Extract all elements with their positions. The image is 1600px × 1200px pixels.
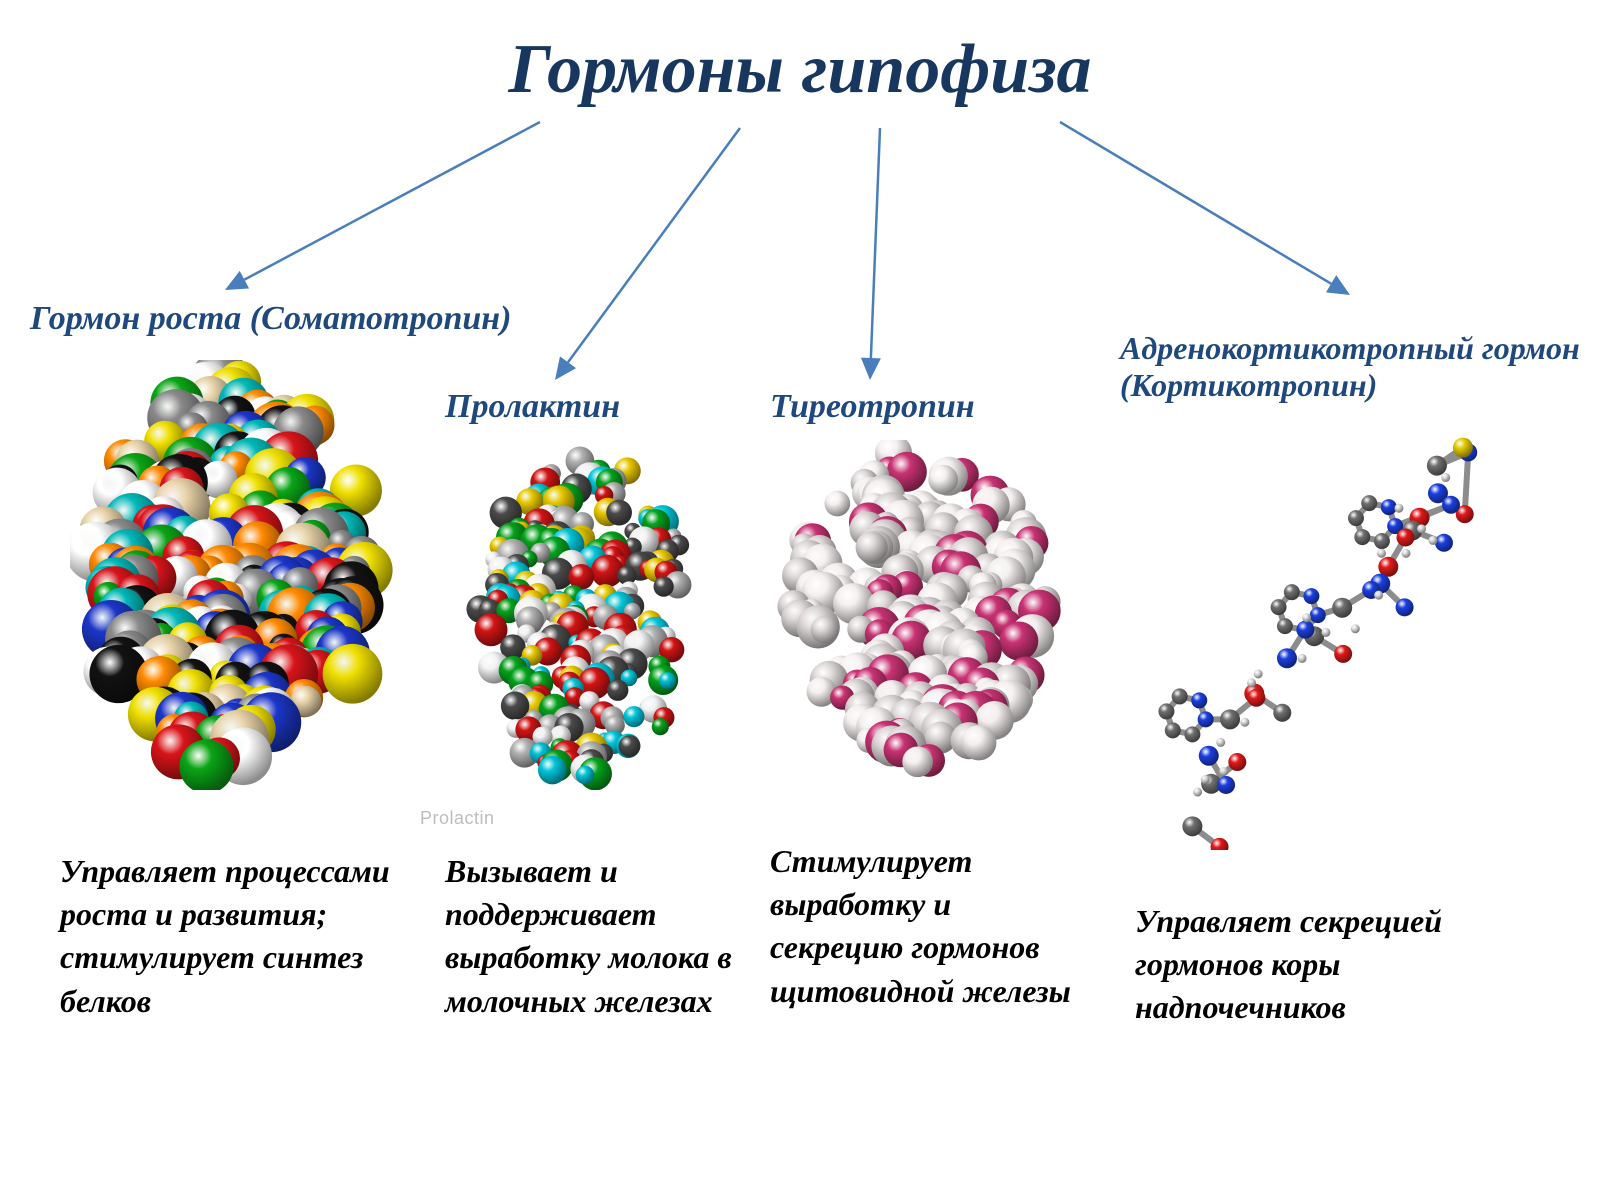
acth-description: Управляет секрецией гормонов коры надпоч… — [1135, 900, 1535, 1030]
acth-label: Адренокортикотропный гормон (Кортикотроп… — [1120, 330, 1580, 404]
tsh-label: Тиреотропин — [770, 388, 1030, 426]
tsh-description: Стимулирует выработку и секрецию гормоно… — [770, 840, 1090, 1013]
prl-label: Пролактин — [445, 388, 685, 426]
acth-molecule — [1130, 420, 1510, 850]
gh-description: Управляет процессами роста и развития; с… — [60, 850, 420, 1023]
prl-molecule — [455, 440, 705, 790]
tsh-molecule — [770, 440, 1070, 780]
prl-description: Вызывает и поддерживает выработку молока… — [445, 850, 745, 1023]
prl-watermark: Prolactin — [420, 808, 495, 829]
gh-label: Гормон роста (Соматотропин) — [30, 300, 590, 338]
diagram-stage: Гормоны гипофиза Гормон роста (Соматотро… — [0, 0, 1600, 1200]
gh-molecule — [70, 360, 400, 790]
